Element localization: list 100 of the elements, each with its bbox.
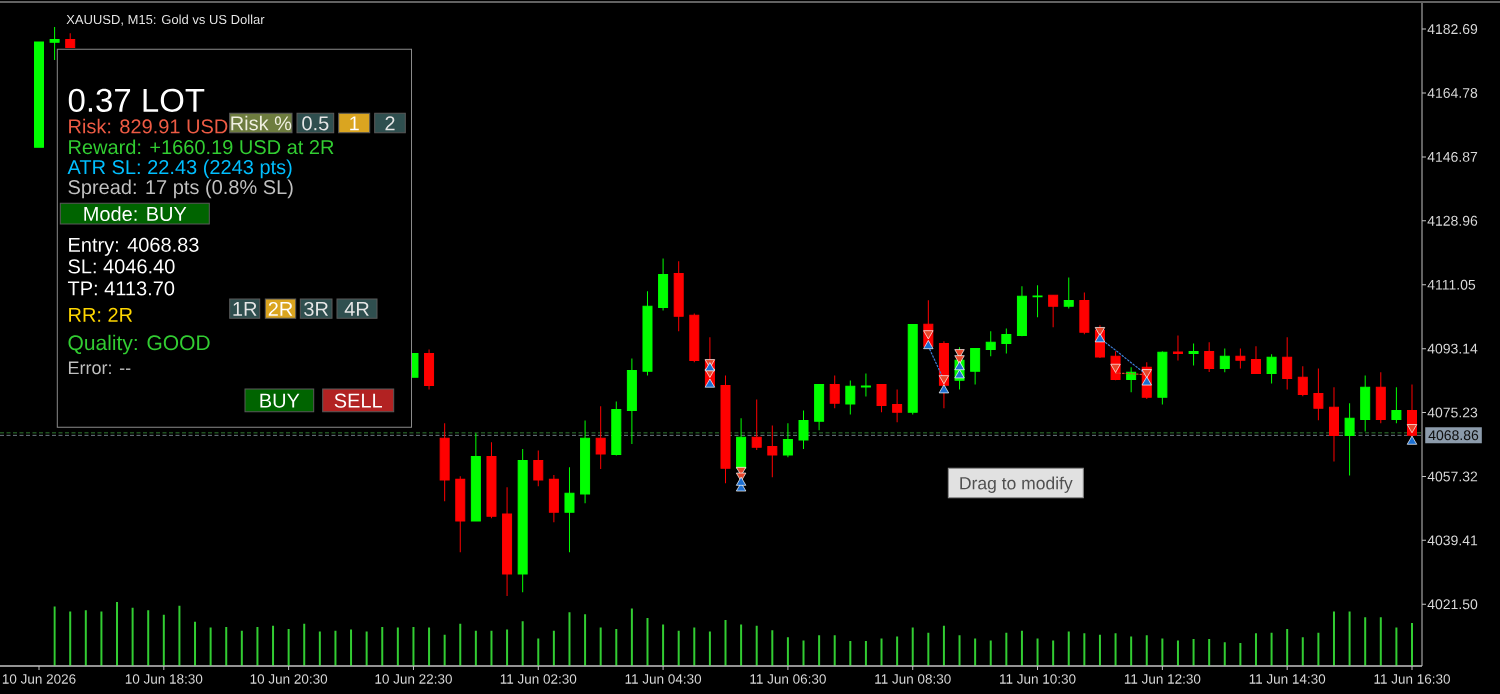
bar: [147, 610, 150, 666]
bar: [1286, 628, 1289, 666]
candlestick: [751, 398, 762, 451]
bar: [1332, 611, 1335, 666]
annotation: Mode: BUY: [84, 206, 187, 222]
x-tick-label: 10 Jun 18:30: [125, 674, 203, 684]
bar: [615, 628, 618, 666]
candlestick: [1157, 350, 1168, 405]
candlestick: [720, 375, 731, 484]
annotation: SELL: [334, 393, 382, 408]
bar: [490, 630, 493, 666]
candlestick: [798, 410, 809, 450]
y-tick-label: 4128.96: [1427, 215, 1478, 226]
annotation: 3R: [304, 301, 329, 317]
candlestick: [1282, 336, 1293, 390]
bar: [896, 636, 899, 666]
bar: [1395, 627, 1398, 666]
bar: [942, 625, 945, 666]
bar: [1130, 636, 1133, 666]
bar: [178, 605, 181, 666]
y-tick-label: 4039.41: [1427, 535, 1478, 546]
annotation: Risk: 829.91 USD: [69, 118, 228, 134]
y-tick-label: 4111.05: [1427, 279, 1476, 290]
candlestick: [1344, 402, 1355, 476]
bar: [100, 611, 103, 666]
candlestick: [689, 312, 700, 363]
annotation: 2: [385, 116, 395, 131]
candlestick: [1204, 341, 1215, 373]
annotation: Spread: 17 pts (0.8% SL): [68, 179, 293, 199]
bar: [552, 630, 555, 666]
bar: [381, 626, 384, 666]
bar: [506, 629, 509, 666]
candlestick: [502, 486, 513, 597]
bar: [84, 610, 87, 666]
bar: [334, 630, 337, 666]
candlestick: [1063, 276, 1074, 309]
candlestick: [424, 348, 435, 390]
bar: [318, 631, 321, 666]
bar: [162, 614, 165, 666]
y-tick-label: 4146.87: [1427, 151, 1478, 162]
x-tick-label: 11 Jun 02:30: [500, 674, 577, 684]
bar: [1379, 617, 1382, 666]
bar: [1145, 635, 1148, 666]
candlestick: [767, 424, 778, 478]
candlestick: [1235, 347, 1246, 369]
candlestick: [1297, 365, 1308, 397]
candlestick: [1032, 284, 1043, 318]
candlestick: [626, 357, 637, 445]
bar: [1364, 617, 1367, 666]
candlestick: [673, 260, 684, 332]
bar: [116, 602, 119, 666]
bar: [459, 623, 462, 666]
annotation: 4R: [344, 302, 369, 316]
annotation: ATR SL: 22.43 (2243 pts): [67, 159, 292, 179]
candlestick: [1375, 371, 1386, 424]
bar: [412, 626, 415, 666]
bar: [974, 638, 977, 666]
candlestick: [1360, 375, 1371, 433]
bar: [256, 626, 259, 666]
bar: [880, 638, 883, 666]
bar: [1005, 632, 1008, 666]
bar: [1192, 639, 1195, 666]
bar: [209, 627, 212, 666]
candlestick: [455, 475, 466, 553]
candlestick: [1048, 294, 1059, 328]
candlestick: [1172, 335, 1183, 362]
x-tick-label: 10 Jun 2026: [2, 674, 76, 684]
x-tick-label: 11 Jun 04:30: [625, 674, 702, 684]
candlestick: [829, 375, 840, 409]
bar: [69, 611, 72, 666]
bar: [1239, 642, 1242, 666]
bar: [584, 614, 587, 666]
bar: [864, 641, 867, 666]
annotation: Entry: 4068.83: [69, 237, 199, 256]
bar: [911, 627, 914, 666]
bar: [1348, 611, 1351, 666]
bar: [1223, 642, 1226, 666]
candlestick: [860, 372, 871, 398]
candlestick: [533, 449, 544, 487]
candlestick: [580, 420, 591, 504]
bar: [443, 634, 446, 666]
candlestick: [814, 383, 825, 431]
candlestick: [486, 441, 497, 519]
bar: [396, 627, 399, 666]
x-tick-label: 10 Jun 20:30: [250, 674, 328, 684]
bar: [1161, 638, 1164, 666]
bar: [1067, 631, 1070, 666]
bar: [786, 637, 789, 666]
candlestick: [65, 32, 76, 49]
candlestick: [642, 290, 653, 377]
candlestick: [1126, 366, 1137, 393]
candlestick: [611, 401, 622, 456]
candlestick: [595, 405, 606, 470]
bar: [927, 632, 930, 666]
bar: [740, 624, 743, 666]
bar: [1020, 630, 1023, 666]
bar: [1208, 639, 1211, 666]
x-tick-label: 11 Jun 16:30: [1374, 674, 1450, 684]
x-tick-label: 11 Jun 14:30: [1249, 674, 1326, 684]
bar: [474, 630, 477, 666]
